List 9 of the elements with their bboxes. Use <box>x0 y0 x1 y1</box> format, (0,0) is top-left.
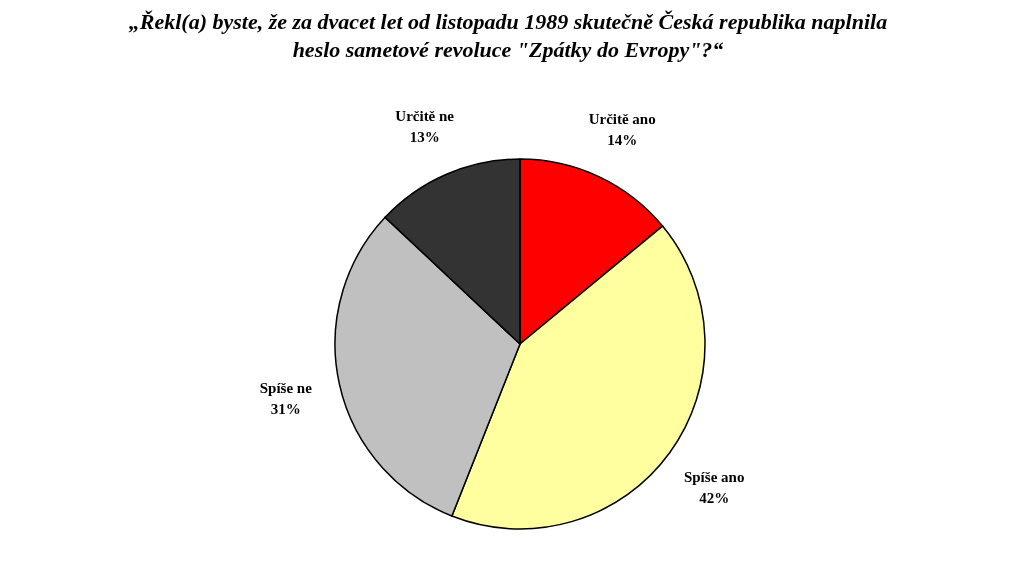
slice-label: Spíše ano <box>683 469 745 486</box>
slice-label: Určitě ne <box>395 107 455 124</box>
data-label: 42% <box>699 490 730 507</box>
chart-title: „Řekl(a) byste, že za dvacet let od listopadu 1989 skutečně Česká republika naplnila heslo sametové revoluce "Zpátky do Evropy"?“ <box>128 8 888 64</box>
slice-label: Spíše ne <box>259 380 313 397</box>
data-label: 13% <box>409 128 440 145</box>
slice-label: Určitě ano <box>588 110 656 127</box>
data-label: 31% <box>270 401 301 418</box>
data-label: 14% <box>607 131 638 148</box>
